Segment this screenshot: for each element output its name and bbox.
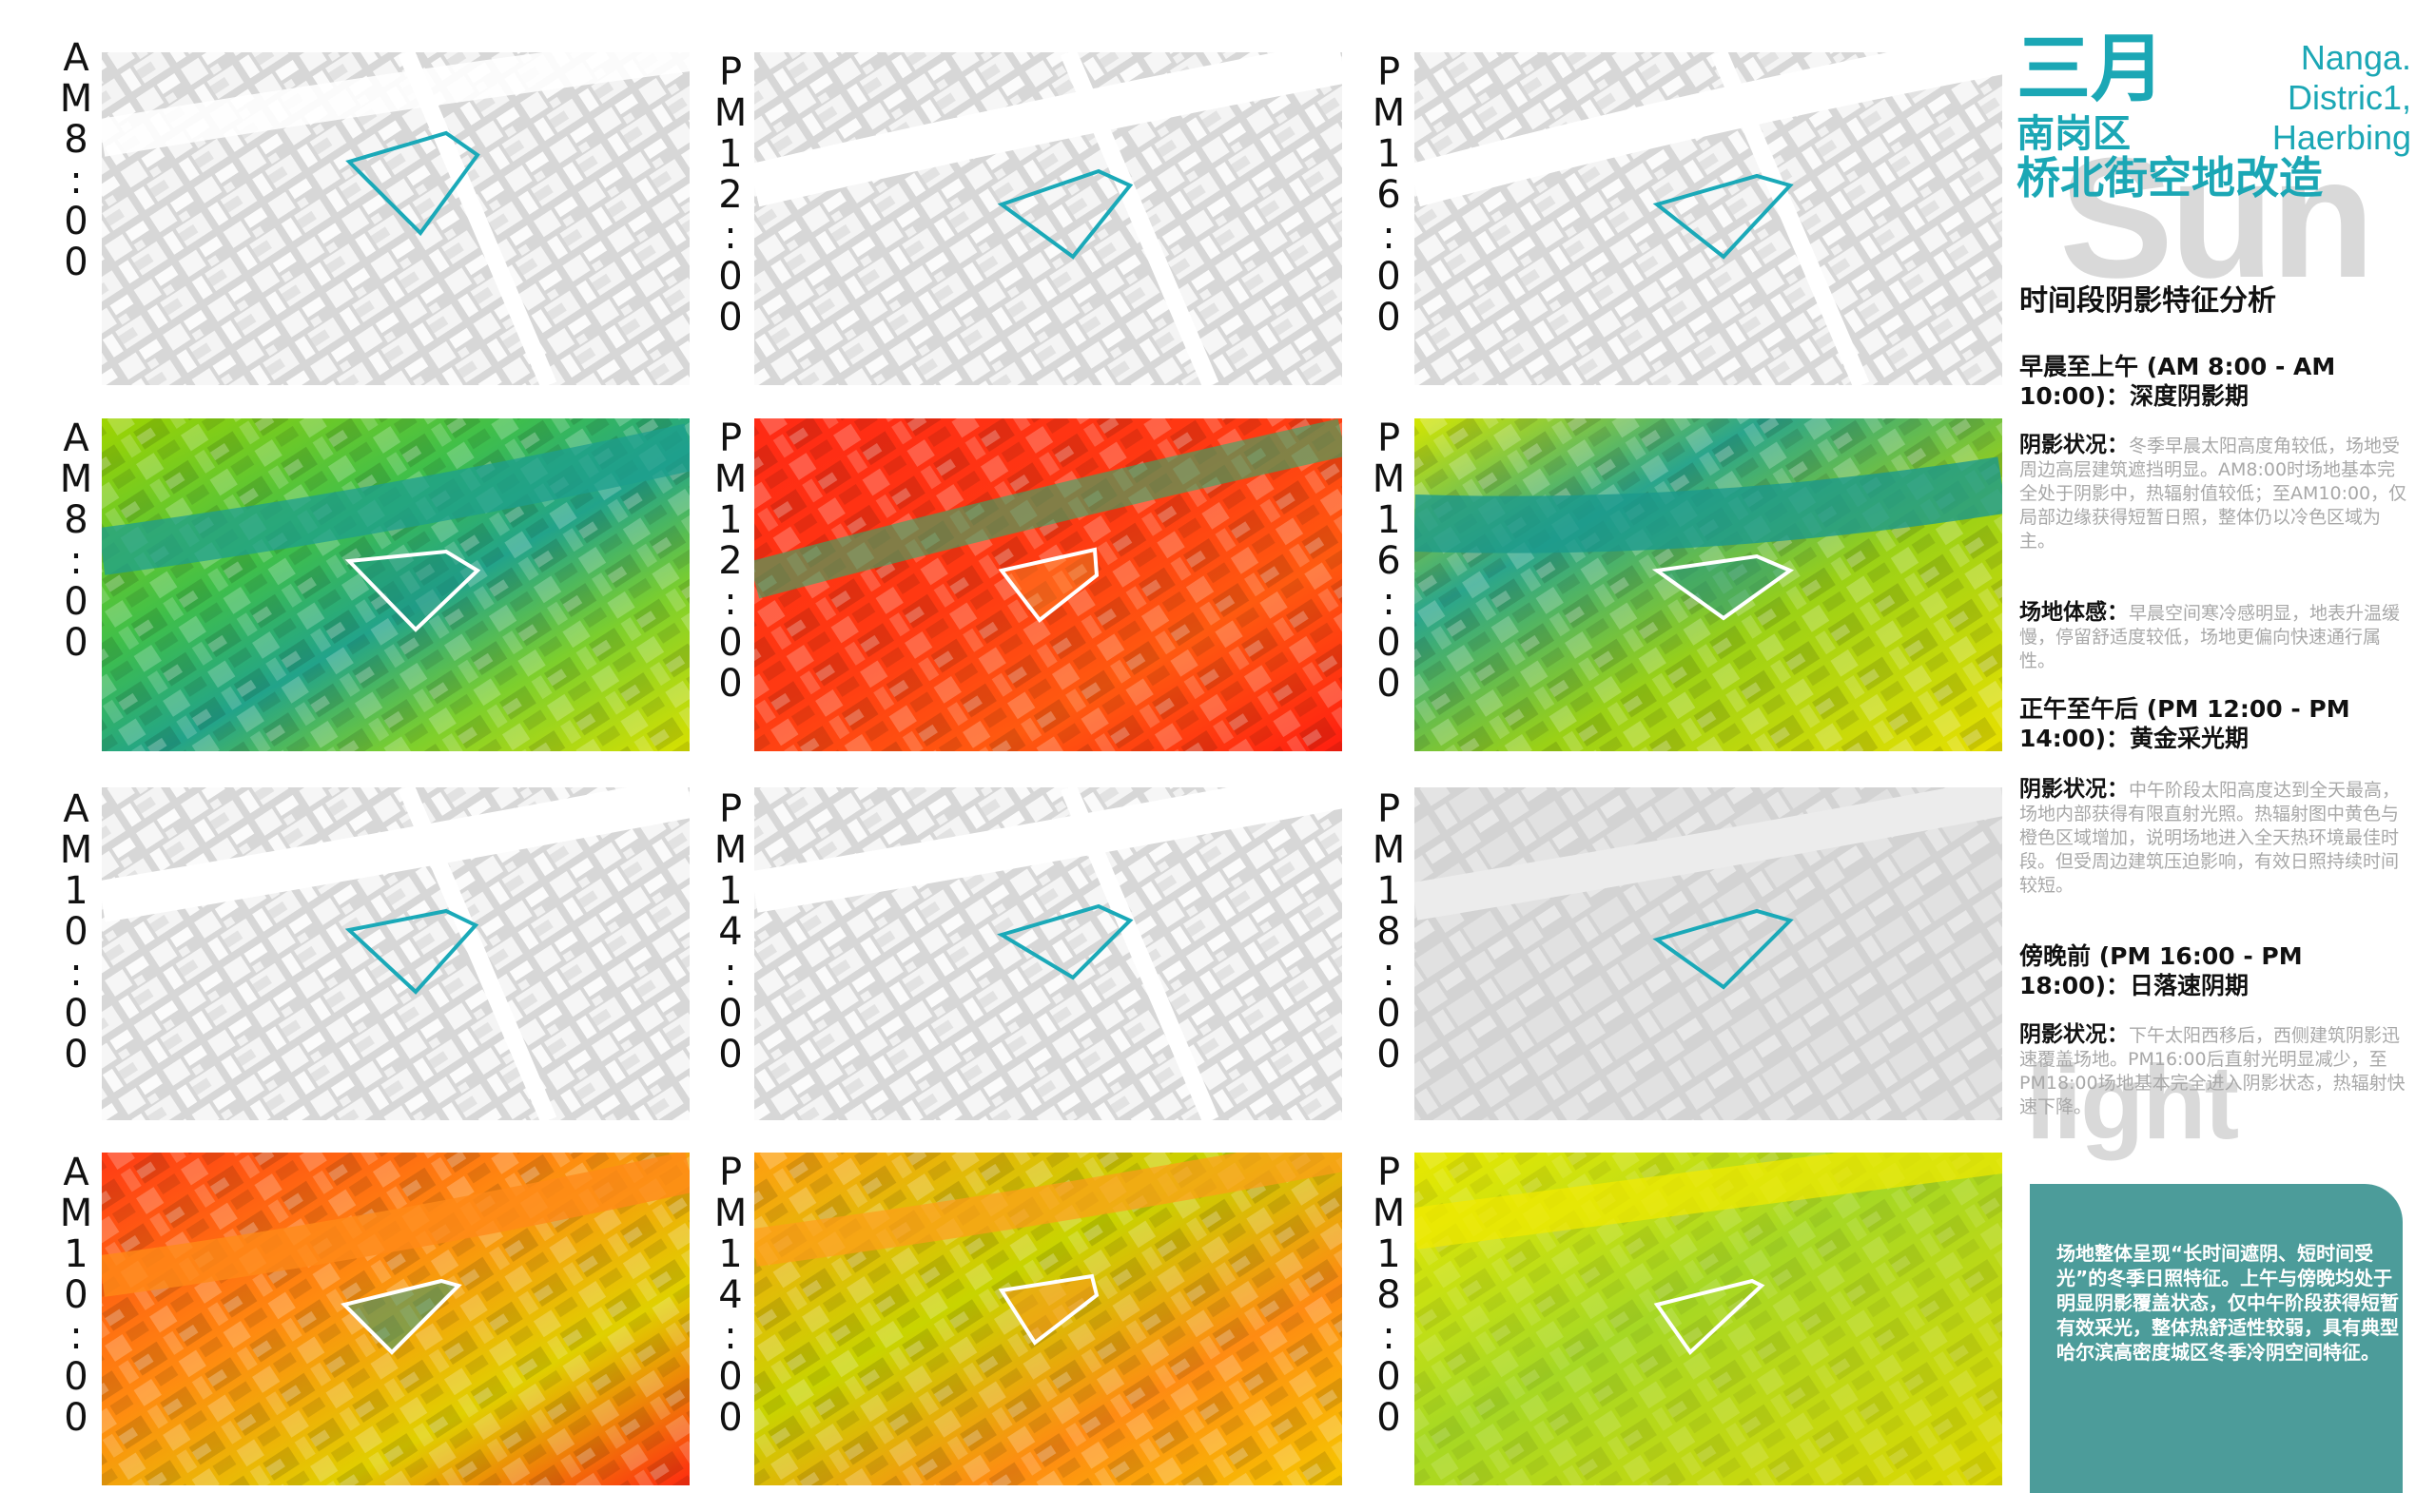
period1-feel: 场地体感：早晨空间寒冷感明显，地表升温缓慢，停留舒适度较低，场地更偏向快速通行属… xyxy=(2019,601,2409,673)
shadow-map-pm14 xyxy=(754,787,1342,1120)
heat-map-pm12 xyxy=(754,418,1342,751)
period1-shadow-text: 冬季早晨太阳高度角较低，场地受周边高层建筑遮挡明显。AM8:00时场地基本完全处… xyxy=(2019,436,2407,552)
summary-text: 场地整体呈现“长时间遮阴、短时间受光”的冬季日照特征。上午与傍晚均处于明显阴影覆… xyxy=(2056,1242,2399,1364)
title-english-line2: Distric1, xyxy=(2287,78,2411,117)
shadow-map-am10 xyxy=(102,787,690,1120)
heat-map-pm14 xyxy=(754,1153,1342,1485)
shadow-map-am8 xyxy=(102,52,690,385)
heat-map-pm18 xyxy=(1414,1153,2002,1485)
period2-shadow-text: 中午阶段太阳高度达到全天最高，场地内部获得有限直射光照。热辐射图中黄色与橙色区域… xyxy=(2019,780,2401,896)
site-outline xyxy=(998,1273,1100,1346)
period3-shadow-text: 下午太阳西移后，西侧建筑阴影迅速覆盖场地。PM16:00后直射光明显减少，至PM… xyxy=(2019,1025,2406,1117)
period2-title: 正午至午后 (PM 12:00 - PM 14:00)：黄金采光期 xyxy=(2019,695,2350,752)
title-project: 桥北街空地改造 xyxy=(2016,152,2323,204)
site-outline xyxy=(997,903,1134,980)
shadow-map-pm16 xyxy=(1414,52,2002,385)
heat-map-pm16 xyxy=(1414,418,2002,751)
period1-feel-label: 场地体感： xyxy=(2019,600,2129,625)
shadow-map-pm18 xyxy=(1414,787,2002,1120)
period3-title: 傍晚前 (PM 16:00 - PM 18:00)：日落速阴期 xyxy=(2019,942,2303,999)
title-district: 南岗区 xyxy=(2016,112,2131,156)
background-word-light: light xyxy=(2026,1044,2239,1161)
heat-map-am10 xyxy=(102,1153,690,1485)
period1-shadow: 阴影状况：冬季早晨太阳高度角较低，场地受周边高层建筑遮挡明显。AM8:00时场地… xyxy=(2019,434,2409,553)
period1-feel-text: 早晨空间寒冷感明显，地表升温缓慢，停留舒适度较低，场地更偏向快速通行属性。 xyxy=(2019,603,2401,671)
site-outline xyxy=(997,168,1134,260)
period2-shadow-label: 阴影状况： xyxy=(2019,777,2129,802)
site-outline xyxy=(1652,908,1794,990)
background-word-sun: Sun xyxy=(2059,123,2375,314)
period1-title: 早晨至上午 (AM 8:00 - AM 10:00)：深度阴影期 xyxy=(2019,353,2336,410)
period3-shadow: 阴影状况：下午太阳西移后，西侧建筑阴影迅速覆盖场地。PM16:00后直射光明显减… xyxy=(2019,1023,2409,1119)
heat-map-am8 xyxy=(102,418,690,751)
site-outline xyxy=(344,908,479,995)
period1-shadow-label: 阴影状况： xyxy=(2019,433,2129,457)
site-outline xyxy=(1651,553,1795,621)
shadow-map-pm12 xyxy=(754,52,1342,385)
site-outline xyxy=(341,1278,462,1355)
site-outline xyxy=(344,549,481,632)
title-english-line3: Haerbing xyxy=(2271,118,2411,157)
period3-shadow-label: 阴影状况： xyxy=(2019,1022,2129,1047)
site-outline xyxy=(345,130,480,237)
site-outline xyxy=(1652,173,1794,260)
site-outline xyxy=(998,547,1100,623)
analysis-heading: 时间段阴影特征分析 xyxy=(2019,284,2276,318)
title-month: 三月 xyxy=(2016,27,2166,112)
period2-shadow: 阴影状况：中午阶段太阳高度达到全天最高，场地内部获得有限直射光照。热辐射图中黄色… xyxy=(2019,778,2409,898)
site-outline xyxy=(1653,1278,1765,1356)
summary-box xyxy=(2030,1184,2403,1493)
title-english-line1: Nanga. xyxy=(2300,38,2411,77)
